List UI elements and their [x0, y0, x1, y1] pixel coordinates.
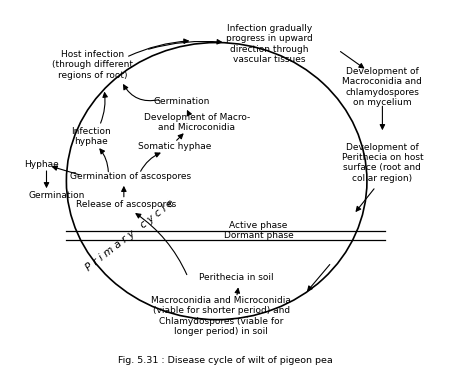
Text: Germination: Germination — [29, 192, 85, 201]
Text: Macroconidia and Microconidia
(viable for shorter period) and
Chlamydospores (vi: Macroconidia and Microconidia (viable fo… — [151, 296, 291, 336]
Text: Fig. 5.31 : Disease cycle of wilt of pigeon pea: Fig. 5.31 : Disease cycle of wilt of pig… — [118, 356, 333, 365]
Text: Hyphae: Hyphae — [24, 160, 59, 169]
Text: Infection
hyphae: Infection hyphae — [71, 127, 110, 147]
Text: Germination of ascospores: Germination of ascospores — [70, 172, 191, 181]
Text: Active phase: Active phase — [230, 221, 288, 230]
Text: Release of ascospores: Release of ascospores — [76, 199, 176, 208]
Text: Development of
Perithecia on host
surface (root and
collar region): Development of Perithecia on host surfac… — [341, 143, 423, 183]
Text: Germination: Germination — [153, 97, 209, 106]
Text: Dormant phase: Dormant phase — [224, 231, 294, 240]
Text: Development of Macro-
and Microconidia: Development of Macro- and Microconidia — [144, 113, 250, 132]
Text: Perithecia in soil: Perithecia in soil — [199, 273, 274, 282]
Text: P r i m a r y   c y c l e: P r i m a r y c y c l e — [84, 198, 177, 273]
Text: Infection gradually
progress in upward
direction through
vascular tissues: Infection gradually progress in upward d… — [226, 24, 313, 64]
Text: Host infection
(through different
regions of root): Host infection (through different region… — [52, 50, 133, 80]
Text: Development of
Macroconidia and
chlamydospores
on mycelium: Development of Macroconidia and chlamydo… — [342, 67, 422, 107]
Text: Somatic hyphae: Somatic hyphae — [138, 141, 212, 150]
